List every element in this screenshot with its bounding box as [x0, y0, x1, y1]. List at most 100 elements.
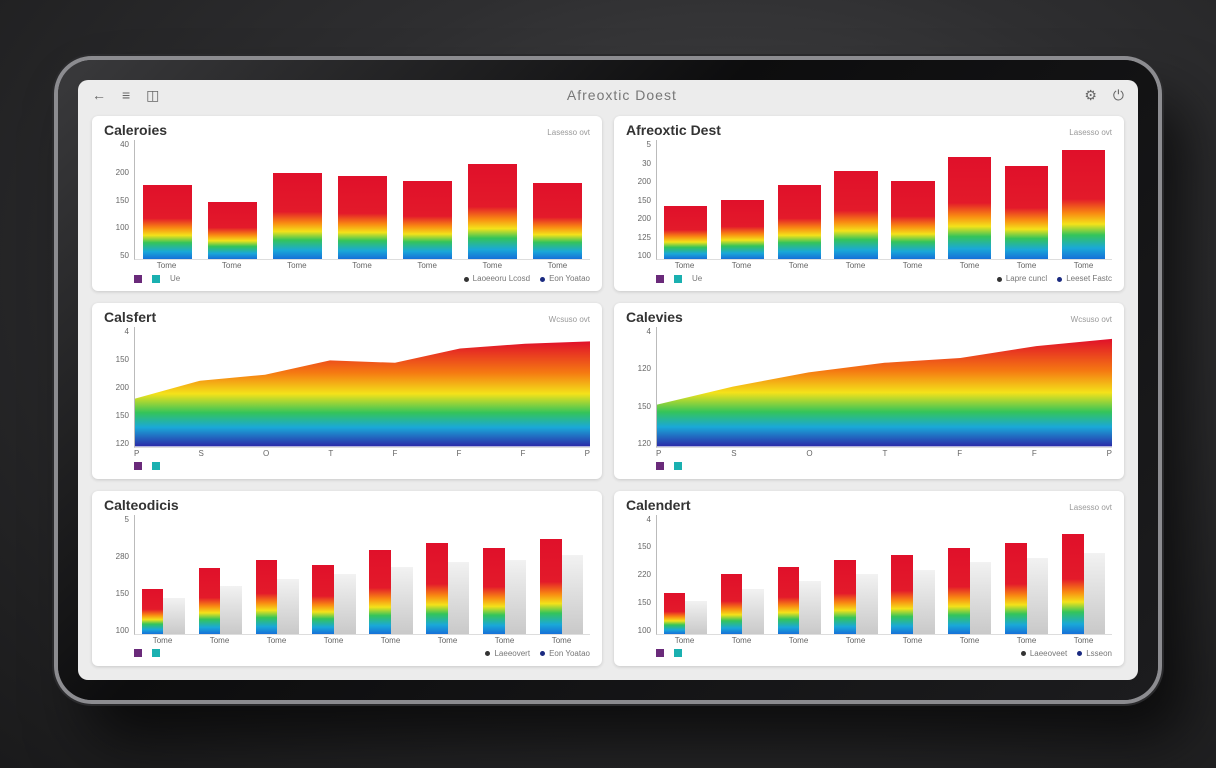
- x-tick-label: Tome: [674, 261, 695, 271]
- chart-body: 5 30 200 150 200 125 100: [626, 140, 1112, 261]
- bar: [539, 538, 562, 634]
- chart-card: Calendert Lasesso ovt 4 150 220 150 100 Tome…: [614, 490, 1124, 666]
- card-note: Wcsuso ovt: [548, 315, 590, 325]
- power-icon[interactable]: ⏻: [1112, 86, 1124, 103]
- chart-body: 40 200 150 100 50: [104, 140, 590, 261]
- x-tick-label: Tome: [731, 635, 752, 645]
- dashboard-grid: Caleroies Lasesso ovt 40 200 150 100 50 Tome…: [78, 110, 1138, 680]
- bar: [1005, 166, 1049, 260]
- x-tick-label: Tome: [902, 261, 923, 271]
- bar: [1005, 543, 1027, 634]
- x-tick-label: P: [1106, 448, 1112, 458]
- menu-icon[interactable]: ≡: [122, 87, 131, 103]
- card-note: Lasesso ovt: [547, 128, 590, 137]
- legend-dot: [1020, 651, 1026, 657]
- bar: [142, 185, 193, 260]
- y-axis: 4 150 220 150 100: [626, 515, 656, 635]
- x-tick-label: Tome: [674, 635, 695, 645]
- x-tick-label: P: [656, 448, 662, 458]
- card-header: Afreoxtic Dest Lasesso ovt: [626, 122, 1112, 140]
- legend-label: Eon Yoatao: [549, 274, 590, 284]
- x-tick-label: Tome: [902, 635, 923, 645]
- swatch-label: Ue: [170, 274, 181, 284]
- x-tick-label: Tome: [482, 261, 503, 271]
- bar: [720, 574, 743, 634]
- legend-item: Leeset Fastc: [1057, 274, 1112, 283]
- y-tick-label: 120: [637, 364, 651, 374]
- legend: Lapre cuncl Leeset Fastc: [996, 274, 1112, 283]
- x-tick-label: Tome: [845, 261, 866, 271]
- secondary-bar: [969, 562, 992, 634]
- bar: [255, 560, 278, 634]
- teal-swatch: [674, 274, 682, 283]
- bar: [663, 205, 708, 260]
- settings-icon[interactable]: ⚙: [1084, 86, 1097, 103]
- y-tick-label: 4: [124, 327, 129, 337]
- y-axis: 4 120 150 120: [626, 327, 656, 447]
- card-footer: [134, 460, 590, 473]
- x-tick-label: Tome: [287, 261, 307, 271]
- x-tick-label: Tome: [551, 635, 572, 645]
- chart-body: 4 150 220 150 100: [626, 514, 1112, 635]
- app-title: Afreoxtic Doest: [566, 87, 677, 103]
- card-note: Lasesso ovt: [1069, 502, 1112, 512]
- y-tick-label: 50: [120, 251, 129, 261]
- y-tick-label: 125: [637, 232, 651, 242]
- legend-item: Laeeovert: [485, 649, 530, 658]
- chart-body: 4 120 150 120: [626, 327, 1112, 448]
- x-axis: Tome Tome Tome Tome Tome Tome Tome Tome: [656, 260, 1112, 272]
- card-title: Calteodicis: [104, 496, 179, 513]
- bar: [834, 171, 878, 260]
- bar: [426, 543, 448, 634]
- secondary-bar: [390, 567, 413, 634]
- purple-swatch: [134, 649, 142, 658]
- x-tick-label: Tome: [959, 635, 980, 645]
- tablet-device: ← ≡ ◫ Afreoxtic Doest ⚙ ⏻ Caleroies Lase…: [58, 60, 1158, 700]
- y-tick-label: 200: [637, 177, 651, 187]
- card-footer: Ue Laoeeoru Lcosd Eon Yoatao: [134, 272, 590, 285]
- x-tick-label: Tome: [323, 635, 344, 645]
- card-header: Caleroies Lasesso ovt: [104, 122, 590, 140]
- x-tick-label: Tome: [437, 635, 458, 645]
- teal-swatch: [152, 649, 160, 658]
- back-arrow-icon[interactable]: ←: [92, 87, 106, 103]
- bar: [532, 182, 583, 260]
- bar: [777, 185, 821, 260]
- bar: [891, 555, 913, 634]
- legend-label: Lsseon: [1086, 648, 1112, 658]
- card-title: Calevies: [626, 309, 683, 326]
- area-series: [135, 341, 590, 447]
- card-title: Afreoxtic Dest: [626, 122, 721, 138]
- y-tick-label: 30: [642, 158, 651, 168]
- x-tick-label: Tome: [209, 635, 230, 645]
- x-tick-label: Tome: [380, 635, 401, 645]
- legend-dot: [996, 276, 1002, 282]
- x-tick-label: Tome: [547, 261, 568, 271]
- secondary-bar: [799, 581, 821, 634]
- legend-item: Lapre cuncl: [996, 274, 1047, 283]
- card-header: Calevies Wcsuso ovt: [626, 309, 1112, 327]
- legend-label: Laeeovert: [494, 648, 531, 658]
- y-axis: 4 150 200 150 120: [104, 327, 134, 447]
- purple-swatch: [656, 649, 664, 658]
- bar: [207, 202, 258, 260]
- pages-icon[interactable]: ◫: [146, 86, 160, 103]
- swatch-label: Ue: [692, 274, 703, 284]
- y-tick-label: 100: [637, 625, 651, 635]
- legend-item: Lsseon: [1077, 649, 1112, 658]
- plot-area: [134, 140, 590, 261]
- secondary-bar: [685, 600, 708, 634]
- secondary-bar: [561, 555, 584, 634]
- secondary-bar: [1083, 552, 1106, 634]
- bar: [891, 180, 935, 260]
- y-tick-label: 200: [115, 167, 129, 177]
- y-tick-label: 120: [637, 438, 651, 448]
- x-tick-label: T: [882, 448, 888, 458]
- x-tick-label: F: [456, 448, 462, 458]
- bar: [663, 593, 686, 634]
- bar: [948, 548, 970, 634]
- y-tick-label: 150: [637, 401, 651, 411]
- swatch-row: Ue: [656, 274, 702, 283]
- legend-label: Eon Yoatao: [549, 648, 590, 658]
